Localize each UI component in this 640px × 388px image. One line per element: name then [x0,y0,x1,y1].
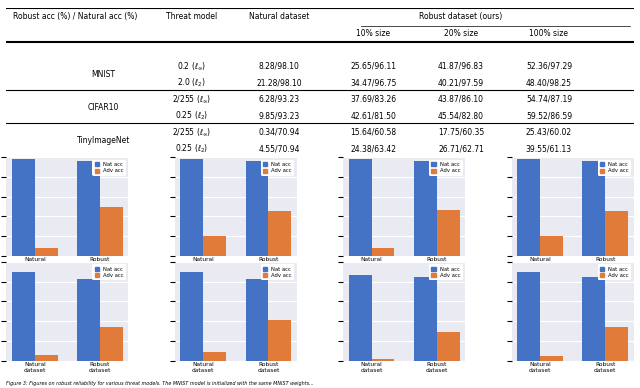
Text: 21.28/98.10: 21.28/98.10 [257,78,302,87]
Text: 26.71/62.71: 26.71/62.71 [438,144,484,153]
Text: 37.69/83.26: 37.69/83.26 [350,95,396,104]
Text: 2/255 ($\ell_\infty$): 2/255 ($\ell_\infty$) [172,94,211,105]
Text: 0.25 ($\ell_2$): 0.25 ($\ell_2$) [175,109,208,122]
Bar [180,272,203,361]
Bar [349,159,372,256]
Legend: Nat acc, Adv acc: Nat acc, Adv acc [261,265,294,280]
Text: 45.54/82.80: 45.54/82.80 [438,111,484,120]
Bar [77,279,100,361]
Text: Initialization 1, 0.2 ℓ∞ Autoattack: Initialization 1, 0.2 ℓ∞ Autoattack [24,298,111,303]
Legend: Nat acc, Adv acc: Nat acc, Adv acc [93,265,126,280]
Text: 2/255 ($\ell_\infty$): 2/255 ($\ell_\infty$) [172,126,211,138]
Text: 43.87/86.10: 43.87/86.10 [438,95,484,104]
Text: Figure 3: Figures on robust reliability for various threat models. The MNIST mod: Figure 3: Figures on robust reliability … [6,381,314,386]
Text: 0.2 ($\ell_\infty$): 0.2 ($\ell_\infty$) [177,61,206,72]
Text: Initialization 1, 2 ℓ₂ Autoattack: Initialization 1, 2 ℓ₂ Autoattack [196,298,276,303]
Bar [414,277,437,361]
Text: 4.55/70.94: 4.55/70.94 [259,144,300,153]
Bar [268,211,291,256]
Legend: Nat acc, Adv acc: Nat acc, Adv acc [598,160,631,175]
Text: 24.38/63.42: 24.38/63.42 [350,144,396,153]
Text: 0.34/70.94: 0.34/70.94 [259,128,300,137]
Text: 52.36/97.29: 52.36/97.29 [526,62,572,71]
Text: 8.28/98.10: 8.28/98.10 [259,62,300,71]
Bar [517,159,540,256]
Bar [437,332,460,361]
Text: Threat model: Threat model [166,12,217,21]
Text: 54.74/87.19: 54.74/87.19 [526,95,572,104]
Legend: Nat acc, Adv acc: Nat acc, Adv acc [93,160,126,175]
Bar [605,327,628,361]
Bar [246,279,268,361]
Text: 40.21/97.59: 40.21/97.59 [438,78,484,87]
Bar [349,275,372,361]
Text: CIFAR10: CIFAR10 [88,103,119,112]
Text: Robust dataset (ours): Robust dataset (ours) [419,12,503,21]
Text: 48.40/98.25: 48.40/98.25 [526,78,572,87]
Bar [203,352,226,361]
Legend: Nat acc, Adv acc: Nat acc, Adv acc [429,265,463,280]
Text: Initialization 2, 2 ℓ₂ Autoattack: Initialization 2, 2 ℓ₂ Autoattack [532,298,612,303]
Text: 42.61/81.50: 42.61/81.50 [350,111,396,120]
Text: MNIST: MNIST [92,70,116,79]
Bar [12,272,35,361]
Bar [414,161,437,256]
Text: 2.0 ($\ell_2$): 2.0 ($\ell_2$) [177,76,205,89]
Bar [246,161,268,256]
Text: 59.52/86.59: 59.52/86.59 [526,111,572,120]
Bar [605,211,628,256]
Legend: Nat acc, Adv acc: Nat acc, Adv acc [598,265,631,280]
Bar [35,355,58,361]
Bar [582,161,605,256]
Bar [437,210,460,256]
Text: 0.25 ($\ell_2$): 0.25 ($\ell_2$) [175,143,208,155]
Text: TinyImageNet: TinyImageNet [77,136,131,145]
Bar [268,320,291,361]
Bar [180,159,203,256]
Text: 25.43/60.02: 25.43/60.02 [526,128,572,137]
Text: Initialization 2, 0.2 ℓ∞ Autoattack: Initialization 2, 0.2 ℓ∞ Autoattack [360,298,448,303]
Bar [100,327,123,361]
Text: 9.85/93.23: 9.85/93.23 [259,111,300,120]
Text: Robust acc (%) / Natural acc (%): Robust acc (%) / Natural acc (%) [13,12,137,21]
Text: 39.55/61.13: 39.55/61.13 [526,144,572,153]
Text: 17.75/60.35: 17.75/60.35 [438,128,484,137]
Text: 15.64/60.58: 15.64/60.58 [350,128,396,137]
Bar [372,248,394,256]
Text: 34.47/96.75: 34.47/96.75 [350,78,397,87]
Legend: Nat acc, Adv acc: Nat acc, Adv acc [429,160,463,175]
Bar [517,272,540,361]
Text: 6.28/93.23: 6.28/93.23 [259,95,300,104]
Bar [12,159,35,256]
Bar [100,206,123,256]
Bar [582,277,605,361]
Text: 25.65/96.11: 25.65/96.11 [350,62,396,71]
Text: 20% size: 20% size [444,29,478,38]
Bar [203,236,226,256]
Text: 10% size: 10% size [356,29,390,38]
Bar [35,248,58,256]
Bar [372,359,394,361]
Bar [540,236,563,256]
Text: Natural dataset: Natural dataset [249,12,309,21]
Legend: Nat acc, Adv acc: Nat acc, Adv acc [261,160,294,175]
Text: 100% size: 100% size [529,29,568,38]
Bar [77,161,100,256]
Bar [540,356,563,361]
Text: 41.87/96.83: 41.87/96.83 [438,62,484,71]
